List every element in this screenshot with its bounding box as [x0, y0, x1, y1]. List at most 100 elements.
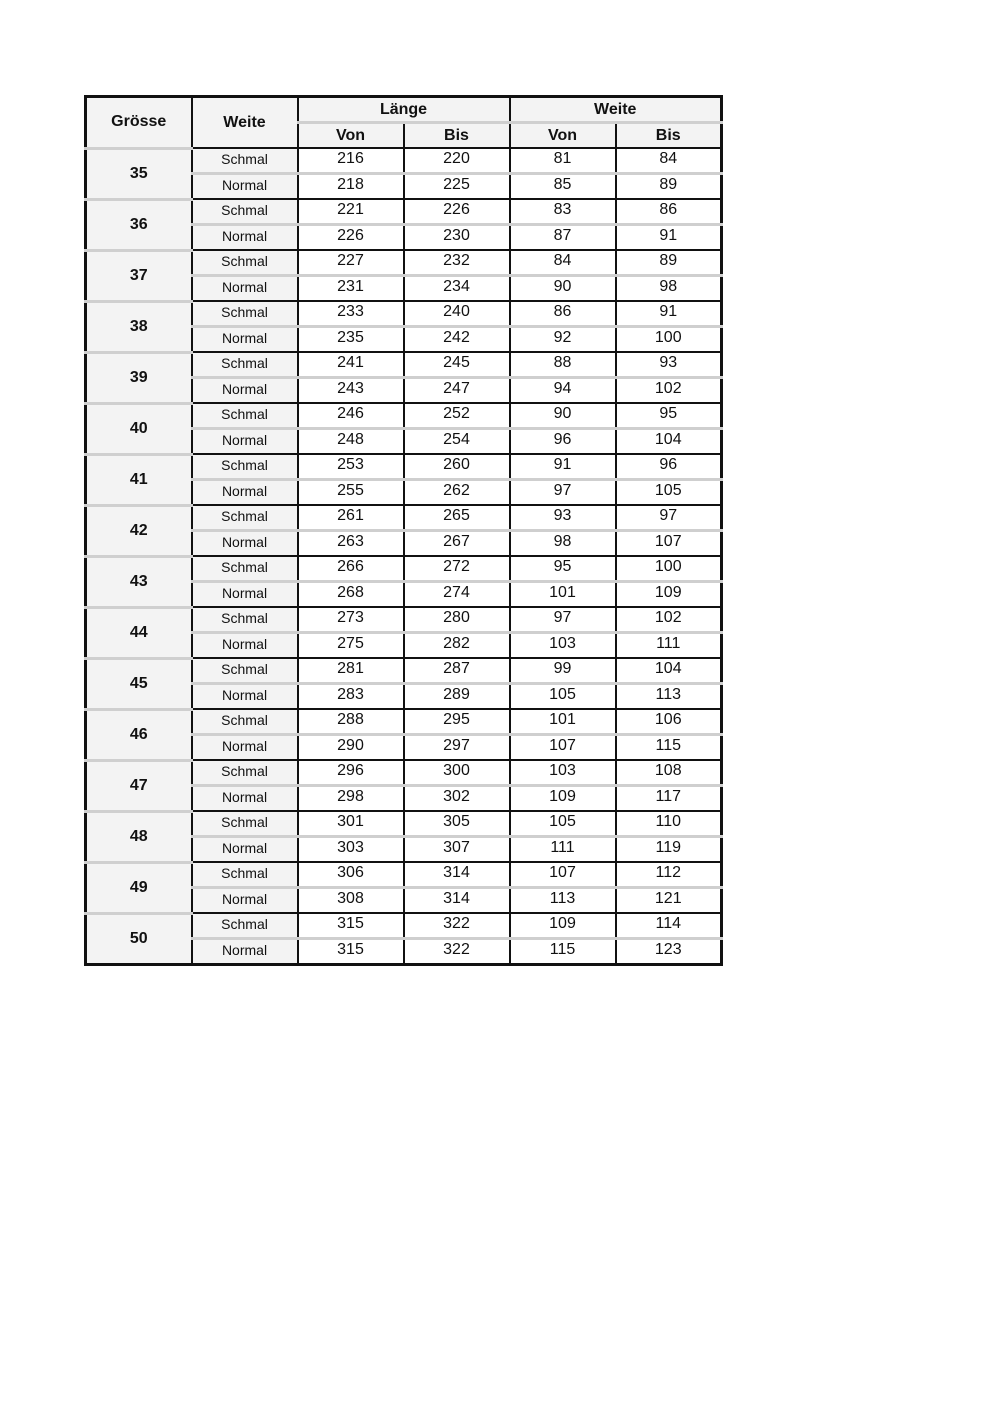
weite-von-cell: 103 [509, 759, 617, 786]
table-row: Normal 243 247 94 102 [86, 376, 722, 403]
weite-von-cell: 87 [509, 223, 617, 250]
weite-bis-cell: 111 [615, 631, 722, 658]
table-row: Normal 235 242 92 100 [86, 325, 722, 352]
laenge-von-cell: 283 [297, 682, 405, 709]
size-cell: 35 [85, 146, 193, 199]
weite-von-cell: 93 [509, 504, 617, 531]
laenge-bis-cell: 289 [403, 682, 511, 709]
laenge-von-cell: 243 [297, 376, 405, 403]
laenge-von-cell: 227 [297, 249, 405, 276]
weite-bis-cell: 93 [615, 351, 722, 378]
laenge-von-cell: 255 [297, 478, 405, 505]
table-row: 45 Schmal 281 287 99 104 [85, 656, 722, 709]
weite-von-cell: 99 [509, 657, 617, 684]
weite-bis-cell: 96 [615, 453, 722, 480]
table-row: 36 Schmal 221 226 83 86 [85, 197, 722, 250]
table-row: 47 Schmal 296 300 103 108 [85, 758, 722, 811]
weite-bis-cell: 100 [615, 555, 722, 582]
table-row: Normal 248 254 96 104 [86, 427, 722, 454]
weite-bis-cell: 105 [615, 478, 722, 505]
laenge-von-cell: 218 [297, 172, 405, 199]
weite-bis-cell: 97 [615, 504, 722, 531]
header-laenge-von: Von [297, 121, 405, 148]
weite-cell: Normal [191, 733, 299, 760]
laenge-bis-cell: 314 [403, 861, 511, 888]
laenge-bis-cell: 302 [403, 784, 511, 811]
laenge-von-cell: 275 [297, 631, 405, 658]
weite-bis-cell: 121 [615, 886, 722, 913]
table-row: Normal 255 262 97 105 [86, 478, 722, 505]
laenge-von-cell: 266 [297, 555, 405, 582]
weite-bis-cell: 104 [615, 657, 722, 684]
weite-cell: Normal [191, 478, 299, 505]
table-row: Normal 268 274 101 109 [86, 580, 722, 607]
laenge-von-cell: 231 [297, 274, 405, 301]
laenge-bis-cell: 274 [403, 580, 511, 607]
table-row: Normal 218 225 85 89 [86, 172, 722, 199]
weite-von-cell: 88 [509, 351, 617, 378]
header-groesse: Grösse [85, 96, 193, 148]
weite-von-cell: 115 [509, 937, 617, 965]
weite-von-cell: 113 [509, 886, 617, 913]
weite-bis-cell: 89 [615, 172, 722, 199]
weite-cell: Normal [191, 274, 299, 301]
laenge-bis-cell: 287 [403, 657, 511, 684]
laenge-von-cell: 263 [297, 529, 405, 556]
laenge-von-cell: 315 [297, 937, 405, 965]
weite-bis-cell: 114 [615, 912, 722, 939]
table-row: 37 Schmal 227 232 84 89 [85, 248, 722, 301]
laenge-bis-cell: 225 [403, 172, 511, 199]
laenge-von-cell: 281 [297, 657, 405, 684]
laenge-bis-cell: 220 [403, 147, 511, 174]
weite-cell: Normal [191, 427, 299, 454]
weite-cell: Schmal [191, 708, 299, 735]
laenge-von-cell: 301 [297, 810, 405, 837]
weite-cell: Normal [191, 682, 299, 709]
weite-bis-cell: 98 [615, 274, 722, 301]
laenge-bis-cell: 234 [403, 274, 511, 301]
header-laenge: Länge [297, 96, 511, 123]
weite-bis-cell: 109 [615, 580, 722, 607]
weite-bis-cell: 91 [615, 300, 722, 327]
size-cell: 36 [85, 197, 193, 250]
weite-bis-cell: 117 [615, 784, 722, 811]
weite-von-cell: 105 [509, 810, 617, 837]
weite-cell: Schmal [191, 810, 299, 837]
weite-bis-cell: 86 [615, 198, 722, 225]
laenge-von-cell: 288 [297, 708, 405, 735]
size-cell: 44 [85, 605, 193, 658]
weite-cell: Normal [191, 325, 299, 352]
weite-cell: Normal [191, 937, 299, 965]
table-row: 48 Schmal 301 305 105 110 [85, 809, 722, 862]
table-row: 46 Schmal 288 295 101 106 [85, 707, 722, 760]
weite-von-cell: 109 [509, 912, 617, 939]
size-cell: 38 [85, 299, 193, 352]
laenge-von-cell: 303 [297, 835, 405, 862]
weite-von-cell: 109 [509, 784, 617, 811]
laenge-von-cell: 315 [297, 912, 405, 939]
table-row: 38 Schmal 233 240 86 91 [85, 299, 722, 352]
header-laenge-bis: Bis [403, 121, 511, 148]
table-row: 43 Schmal 266 272 95 100 [85, 554, 722, 607]
laenge-von-cell: 246 [297, 402, 405, 429]
weite-bis-cell: 89 [615, 249, 722, 276]
weite-von-cell: 94 [509, 376, 617, 403]
laenge-bis-cell: 314 [403, 886, 511, 913]
table-row: Normal 315 322 115 123 [86, 937, 722, 965]
laenge-bis-cell: 247 [403, 376, 511, 403]
weite-cell: Schmal [191, 453, 299, 480]
laenge-bis-cell: 282 [403, 631, 511, 658]
weite-cell: Schmal [191, 606, 299, 633]
weite-cell: Schmal [191, 657, 299, 684]
size-cell: 47 [85, 758, 193, 811]
weite-cell: Schmal [191, 555, 299, 582]
weite-cell: Normal [191, 784, 299, 811]
weite-bis-cell: 91 [615, 223, 722, 250]
weite-bis-cell: 108 [615, 759, 722, 786]
laenge-bis-cell: 260 [403, 453, 511, 480]
weite-von-cell: 90 [509, 402, 617, 429]
size-cell: 41 [85, 452, 193, 505]
laenge-von-cell: 298 [297, 784, 405, 811]
weite-von-cell: 107 [509, 733, 617, 760]
size-cell: 37 [85, 248, 193, 301]
